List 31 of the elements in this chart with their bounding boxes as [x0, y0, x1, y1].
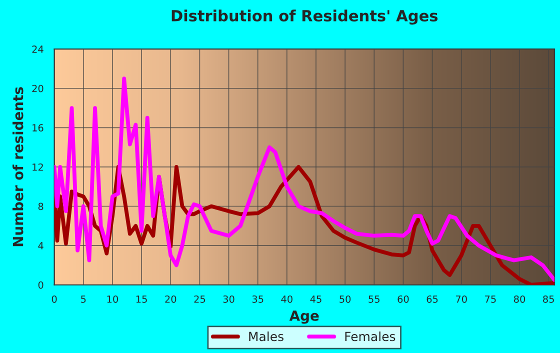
- x-tick-label: 10: [107, 295, 118, 303]
- chart-title: Distribution of Residents' Ages: [172, 10, 438, 25]
- x-tick-label: 50: [340, 295, 351, 303]
- x-tick-label: 85: [543, 295, 554, 303]
- x-tick-label: 45: [310, 296, 322, 303]
- y-tick-label: 24: [32, 46, 44, 53]
- line-series: [54, 76, 554, 282]
- x-tick-label: 20: [165, 295, 176, 303]
- y-tick-label: 0: [38, 281, 44, 289]
- y-axis-title: Number of residents: [12, 87, 24, 246]
- y-tick-label: 4: [38, 242, 44, 250]
- y-tick-label: 16: [32, 124, 44, 132]
- y-tick-label: 8: [38, 202, 44, 210]
- x-tick-label: 55: [368, 296, 380, 303]
- y-tick-label: 12: [32, 163, 43, 171]
- x-axis-title: Age: [289, 310, 319, 324]
- x-tick-label: 80: [514, 295, 526, 303]
- x-tick-label: 30: [223, 295, 234, 303]
- x-tick-label: 5: [81, 296, 86, 303]
- x-tick-label: 75: [485, 296, 496, 303]
- x-tick-label: 60: [398, 295, 409, 303]
- x-tick-label: 0: [52, 295, 57, 303]
- x-tick-label: 25: [194, 295, 206, 303]
- legend-label: Females: [345, 331, 396, 342]
- legend-label: Males: [249, 331, 284, 342]
- x-tick-label: 65: [426, 295, 438, 303]
- x-tick-label: 40: [281, 295, 292, 303]
- y-tick-label: 20: [32, 84, 44, 92]
- x-tick-label: 15: [136, 296, 147, 303]
- x-tick-label: 35: [252, 295, 264, 303]
- x-tick-label: 70: [456, 295, 467, 303]
